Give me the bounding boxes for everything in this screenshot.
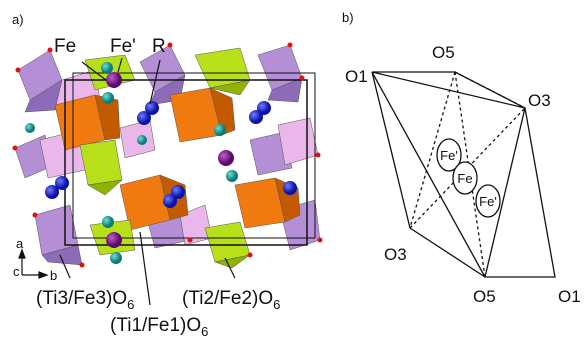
vertex-label: O1 bbox=[558, 287, 581, 306]
polyhedron-label: (Ti1/Fe1)O6 bbox=[110, 315, 208, 339]
crystal-structure bbox=[13, 43, 323, 269]
site-label: Fe bbox=[457, 171, 472, 186]
site-label: Fe' bbox=[440, 148, 458, 163]
site-label: Fe' bbox=[479, 194, 497, 209]
vertex-label: O5 bbox=[473, 287, 496, 306]
subscript: 6 bbox=[273, 297, 280, 312]
formula: (Ti2/Fe2)O bbox=[182, 288, 273, 309]
atom-label: Fe' bbox=[110, 36, 136, 57]
axis-label: a bbox=[16, 236, 24, 251]
figure: a) Fe Fe' R a c b (Ti3/Fe3)O6 (Ti2/Fe2)O… bbox=[0, 0, 585, 344]
polyhedron-label: (Ti3/Fe3)O6 bbox=[36, 288, 134, 312]
atom-label: Fe bbox=[54, 36, 76, 57]
panel-label: b) bbox=[342, 10, 354, 25]
vertex-label: O3 bbox=[384, 245, 407, 264]
polyhedron-label: (Ti2/Fe2)O6 bbox=[182, 288, 280, 312]
vertex-label: O1 bbox=[345, 67, 368, 86]
vertex-label: O3 bbox=[528, 91, 551, 110]
formula: (Ti1/Fe1)O bbox=[110, 315, 201, 336]
vertex-label: O5 bbox=[432, 43, 455, 62]
atom-label: R bbox=[152, 36, 166, 57]
subscript: 6 bbox=[201, 324, 208, 339]
axis-label: c bbox=[13, 264, 20, 279]
formula: (Ti3/Fe3)O bbox=[36, 288, 127, 309]
subscript: 6 bbox=[127, 297, 134, 312]
axis-label: b bbox=[50, 268, 57, 283]
panel-label: a) bbox=[12, 12, 24, 27]
